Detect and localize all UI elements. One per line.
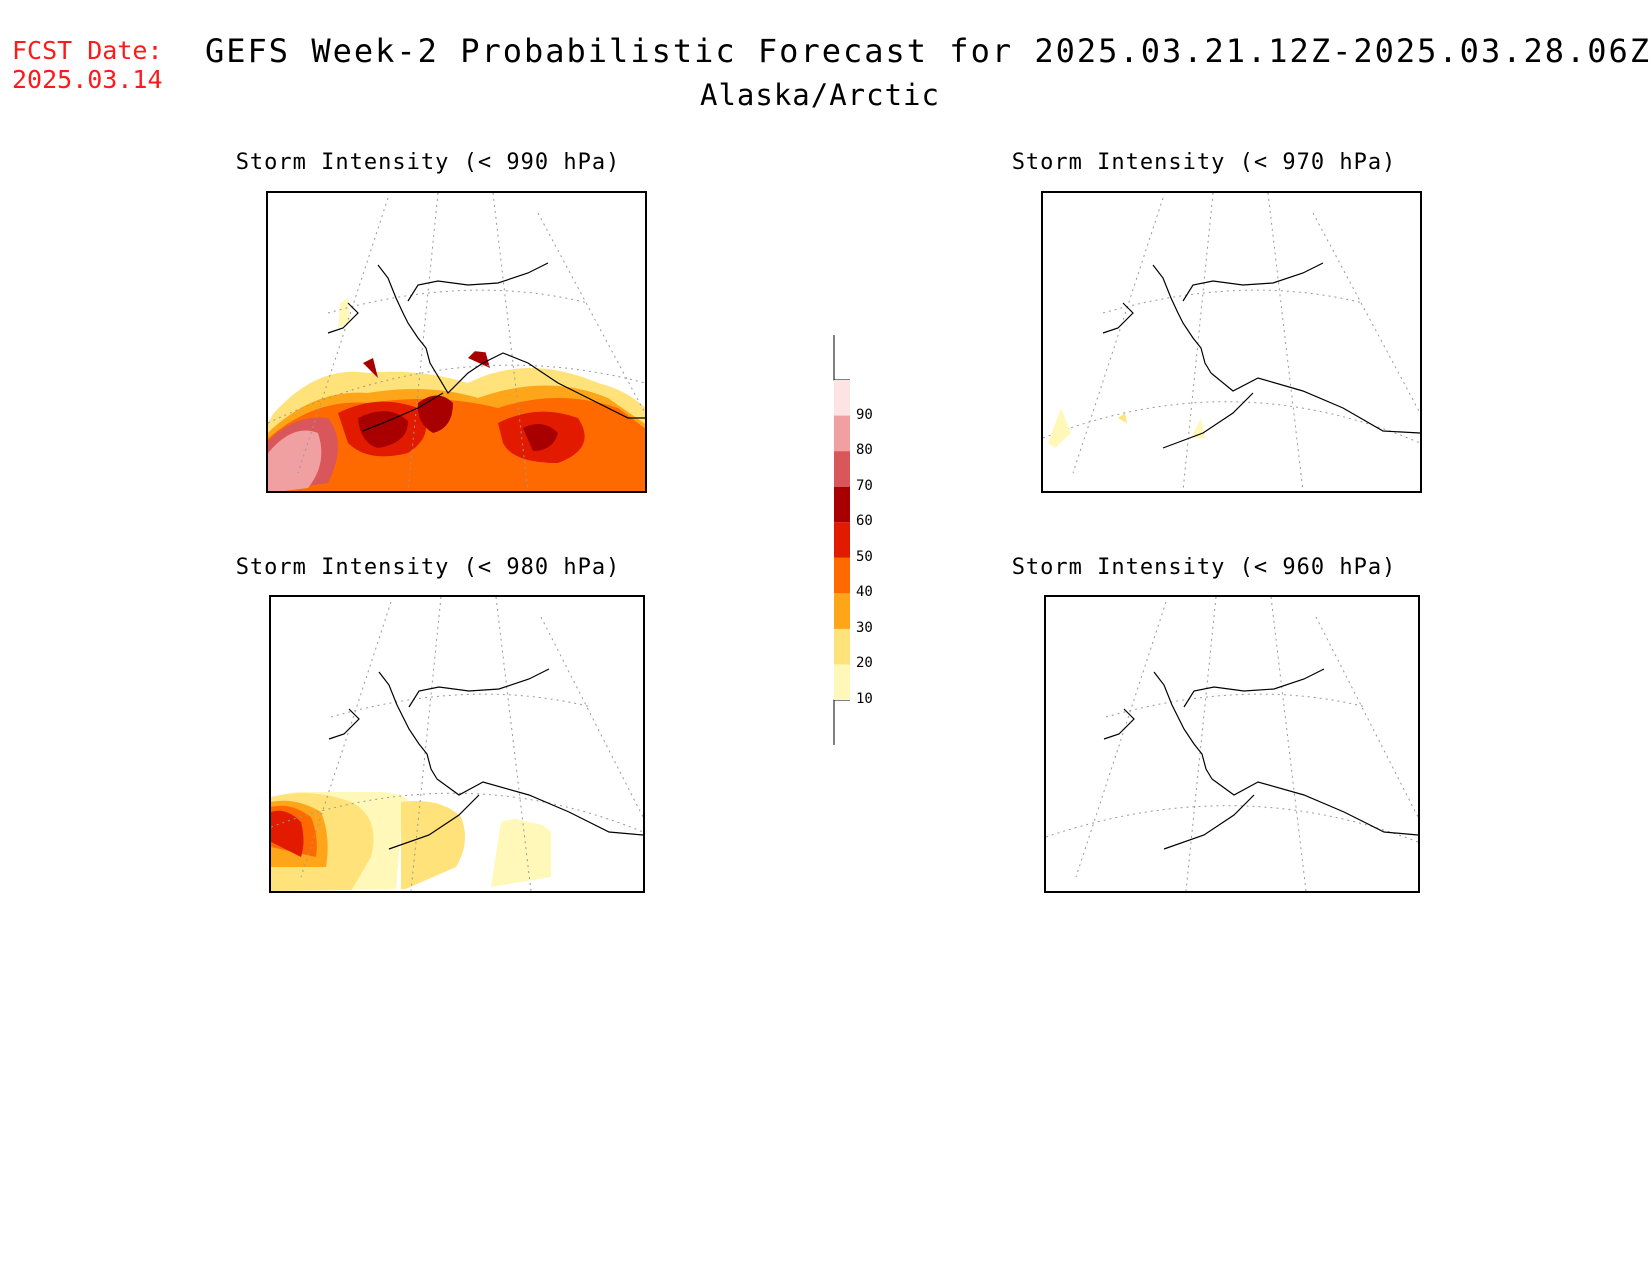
colorbar-swatch-50 xyxy=(834,522,850,558)
map-panel-960 xyxy=(1044,595,1420,893)
probability-map-980 xyxy=(271,597,643,891)
region-subtitle: Alaska/Arctic xyxy=(700,78,940,112)
probability-map-990 xyxy=(268,193,645,491)
panel-title-980: Storm Intensity (< 980 hPa) xyxy=(235,555,621,580)
forecast-date-value: 2025.03.14 xyxy=(12,65,163,94)
panel-title-970: Storm Intensity (< 970 hPa) xyxy=(1011,150,1397,175)
colorbar-label-20: 20 xyxy=(856,655,873,672)
colorbar-swatch-60 xyxy=(834,486,850,523)
colorbar-swatch-40 xyxy=(834,557,850,594)
probability-map-970 xyxy=(1043,193,1420,491)
panel-title-990: Storm Intensity (< 990 hPa) xyxy=(235,150,621,175)
main-title: GEFS Week-2 Probabilistic Forecast for 2… xyxy=(205,32,1650,70)
colorbar-swatch-20 xyxy=(834,628,850,665)
colorbar-swatch-10 xyxy=(834,664,850,700)
colorbar-swatch-80 xyxy=(834,415,850,452)
colorbar-label-50: 50 xyxy=(856,548,873,565)
colorbar xyxy=(820,335,851,749)
colorbar-swatches xyxy=(833,335,851,745)
colorbar-label-80: 80 xyxy=(856,442,873,459)
colorbar-label-30: 30 xyxy=(856,619,873,636)
panel-title-960: Storm Intensity (< 960 hPa) xyxy=(1011,555,1397,580)
colorbar-label-60: 60 xyxy=(856,513,873,530)
colorbar-label-70: 70 xyxy=(856,477,873,494)
colorbar-label-90: 90 xyxy=(856,406,873,423)
colorbar-label-10: 10 xyxy=(856,691,873,707)
colorbar-swatch-30 xyxy=(834,593,850,629)
forecast-date-label: FCST Date: xyxy=(12,36,163,65)
map-panel-970 xyxy=(1041,191,1422,493)
forecast-date-block: FCST Date: 2025.03.14 xyxy=(12,36,163,94)
probability-map-960 xyxy=(1046,597,1418,891)
map-panel-980 xyxy=(269,595,645,893)
colorbar-swatch-70 xyxy=(834,451,850,487)
map-panel-990 xyxy=(266,191,647,493)
colorbar-label-40: 40 xyxy=(856,584,873,601)
colorbar-swatch-90 xyxy=(834,380,850,416)
